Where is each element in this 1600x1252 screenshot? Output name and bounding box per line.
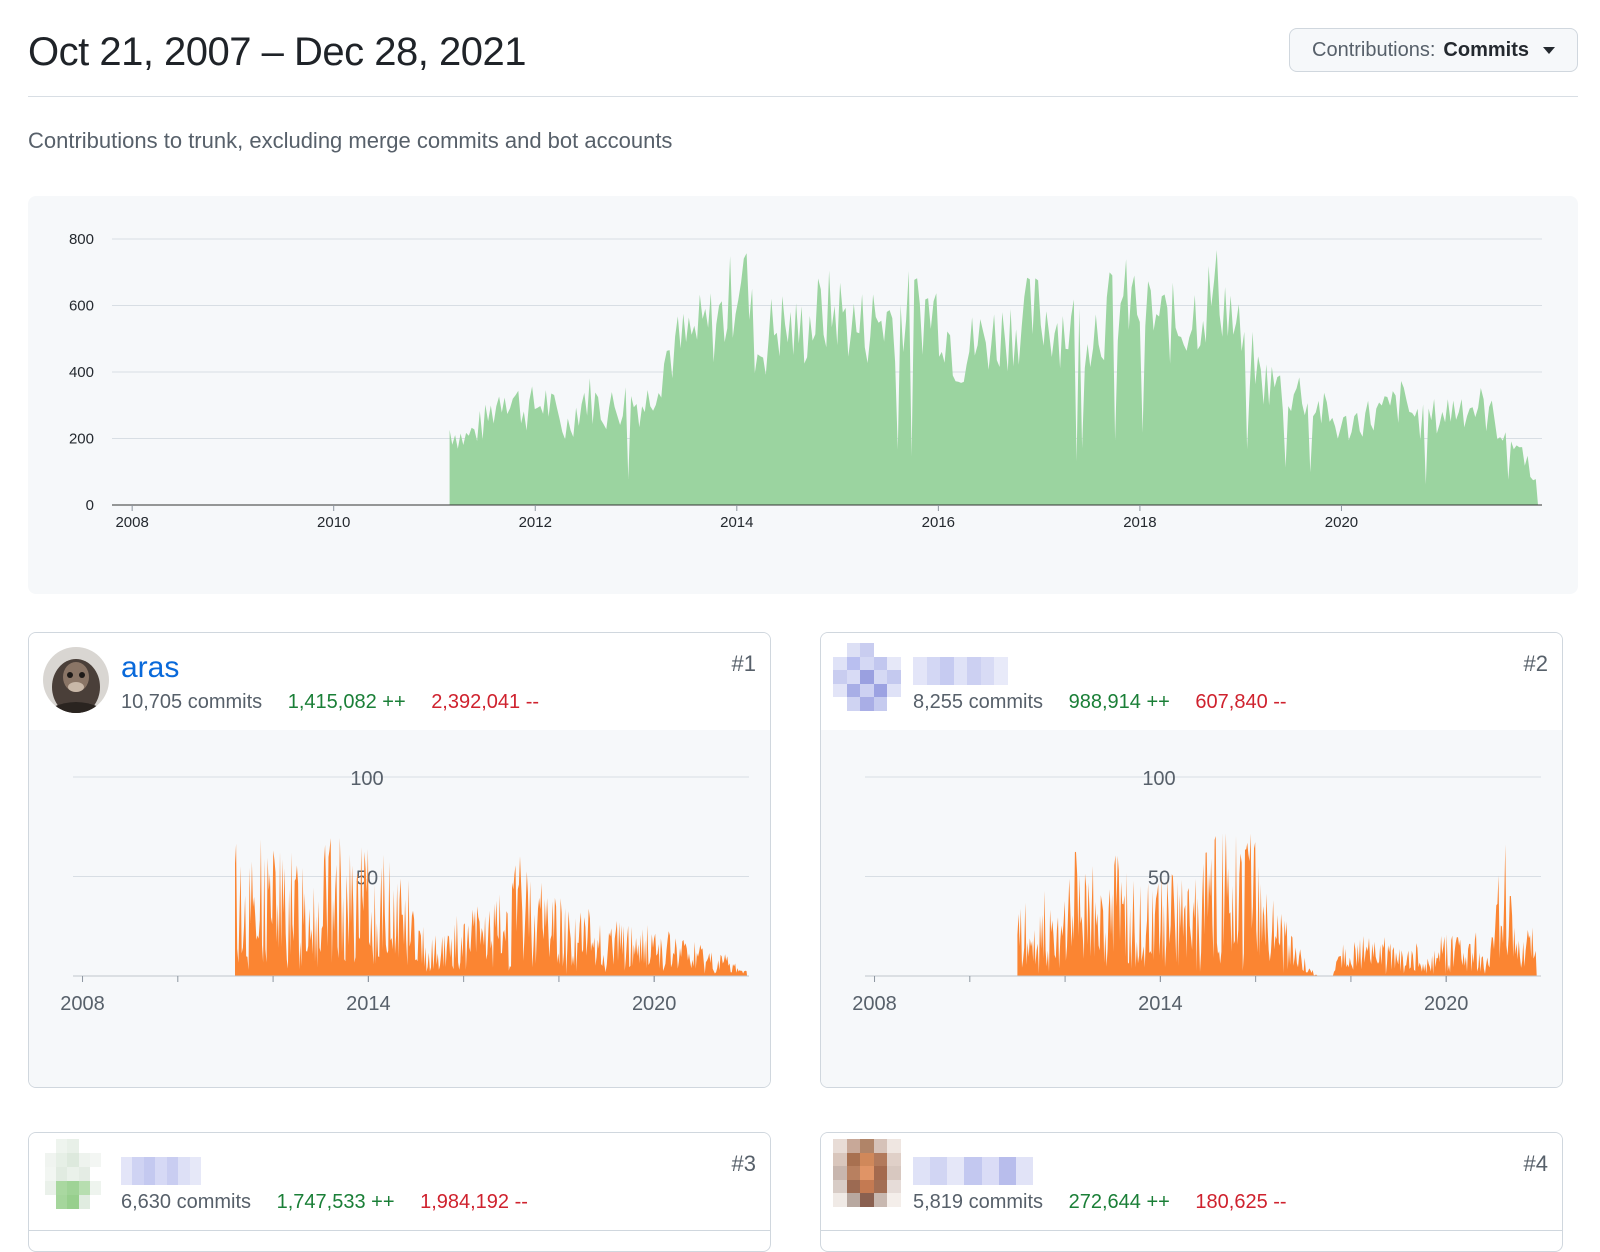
x-tick-label: 2012 (519, 514, 552, 531)
y-tick-label: 600 (69, 298, 94, 315)
contributor-card-3: 6,630 commits 1,747,533 ++ 1,984,192 -- … (28, 1132, 771, 1252)
contributor-stats: 8,255 commits 988,914 ++ 607,840 -- (913, 691, 1287, 714)
contributor-rank: #3 (731, 1151, 756, 1176)
series-area (235, 837, 748, 976)
contributor-card-header: aras 10,705 commits 1,415,082 ++ 2,392,0… (29, 633, 770, 731)
contributor-card-header: 6,630 commits 1,747,533 ++ 1,984,192 -- … (29, 1133, 770, 1231)
additions-count: 988,914 ++ (1068, 691, 1170, 713)
deletions-count: 607,840 -- (1195, 691, 1287, 713)
x-tick-label: 2020 (632, 993, 677, 1015)
x-tick-label: 2020 (1325, 514, 1358, 531)
avatar[interactable] (43, 647, 109, 713)
x-tick-label: 2020 (1424, 993, 1469, 1015)
total-contributions-chart: 0 200 400 600 800 2008 2010 2012 2014 2016 2018 202… (28, 196, 1578, 594)
contributor-stats: 10,705 commits 1,415,082 ++ 2,392,041 -- (121, 691, 539, 714)
date-range-title: Oct 21, 2007 – Dec 28, 2021 (28, 30, 526, 74)
x-tick-label: 2014 (720, 514, 753, 531)
x-tick-label: 2010 (317, 514, 350, 531)
y-tick-label: 50 (1148, 868, 1170, 890)
y-tick-label: 100 (350, 768, 383, 790)
contributor-username-link[interactable]: aras (121, 651, 180, 684)
x-tick-label: 2014 (1138, 993, 1183, 1015)
contributor-stats: 6,630 commits 1,747,533 ++ 1,984,192 -- (121, 1191, 528, 1214)
commits-count[interactable]: 6,630 commits (121, 1191, 252, 1213)
contributions-label: Contributions: (1312, 38, 1436, 61)
contributor-card-4: 5,819 commits 272,644 ++ 180,625 -- #4 (820, 1132, 1563, 1252)
series-area (449, 250, 1539, 505)
total-contributions-svg: 0 200 400 600 800 2008 2010 2012 2014 2016 2018 202… (69, 231, 1542, 531)
x-tick-label: 2016 (922, 514, 955, 531)
x-tick-label: 2008 (115, 514, 148, 531)
contributions-value: Commits (1443, 38, 1529, 61)
contributor-card-2: 8,255 commits 988,914 ++ 607,840 -- #2 5… (820, 632, 1563, 1088)
contributions-dropdown[interactable]: Contributions: Commits (1289, 28, 1578, 72)
contributor-rank: #1 (731, 651, 756, 676)
commits-count[interactable]: 10,705 commits (121, 691, 263, 713)
y-tick-label: 100 (1142, 768, 1175, 790)
contributor-card-header: 8,255 commits 988,914 ++ 607,840 -- #2 (821, 633, 1562, 731)
additions-count: 1,747,533 ++ (276, 1191, 395, 1213)
contributor-rank: #2 (1523, 651, 1548, 676)
caret-down-icon (1543, 46, 1555, 54)
x-tick-label: 2008 (852, 993, 897, 1015)
contributor-stats: 5,819 commits 272,644 ++ 180,625 -- (913, 1191, 1287, 1214)
commits-count[interactable]: 5,819 commits (913, 1191, 1044, 1213)
avatar-image (43, 647, 109, 713)
y-tick-label: 0 (86, 497, 94, 514)
additions-count: 272,644 ++ (1068, 1191, 1170, 1213)
x-tick-label: 2014 (346, 993, 391, 1015)
contributor-name-blurred[interactable] (913, 1157, 1033, 1185)
x-tick-label: 2018 (1123, 514, 1156, 531)
contributor-chart-area: 50 100 2008 2014 2020 (821, 730, 1562, 1087)
contributor-2-chart: 50 100 2008 2014 2020 (852, 768, 1541, 1015)
contributor-rank: #4 (1523, 1151, 1548, 1176)
y-tick-label: 200 (69, 431, 94, 448)
contributor-name-blurred[interactable] (913, 657, 1008, 685)
page-header: Oct 21, 2007 – Dec 28, 2021 Contribution… (28, 24, 1578, 97)
additions-count: 1,415,082 ++ (287, 691, 406, 713)
avatar[interactable] (833, 643, 901, 711)
deletions-count: 2,392,041 -- (431, 691, 540, 713)
y-tick-label: 800 (69, 231, 94, 248)
deletions-count: 180,625 -- (1195, 1191, 1287, 1213)
chart-subtitle: Contributions to trunk, excluding merge … (28, 128, 673, 153)
deletions-count: 1,984,192 -- (420, 1191, 528, 1213)
contributor-card-header: 5,819 commits 272,644 ++ 180,625 -- #4 (821, 1133, 1562, 1231)
contributor-chart-area: 50 100 2008 2014 2020 (29, 730, 770, 1087)
series-area (1017, 832, 1537, 976)
commits-count[interactable]: 8,255 commits (913, 691, 1044, 713)
contributor-card-1: aras 10,705 commits 1,415,082 ++ 2,392,0… (28, 632, 771, 1088)
avatar[interactable] (45, 1139, 101, 1209)
x-tick-label: 2008 (60, 993, 105, 1015)
contributor-name-blurred[interactable] (121, 1157, 201, 1185)
avatar[interactable] (833, 1139, 901, 1207)
y-tick-label: 400 (69, 364, 94, 381)
